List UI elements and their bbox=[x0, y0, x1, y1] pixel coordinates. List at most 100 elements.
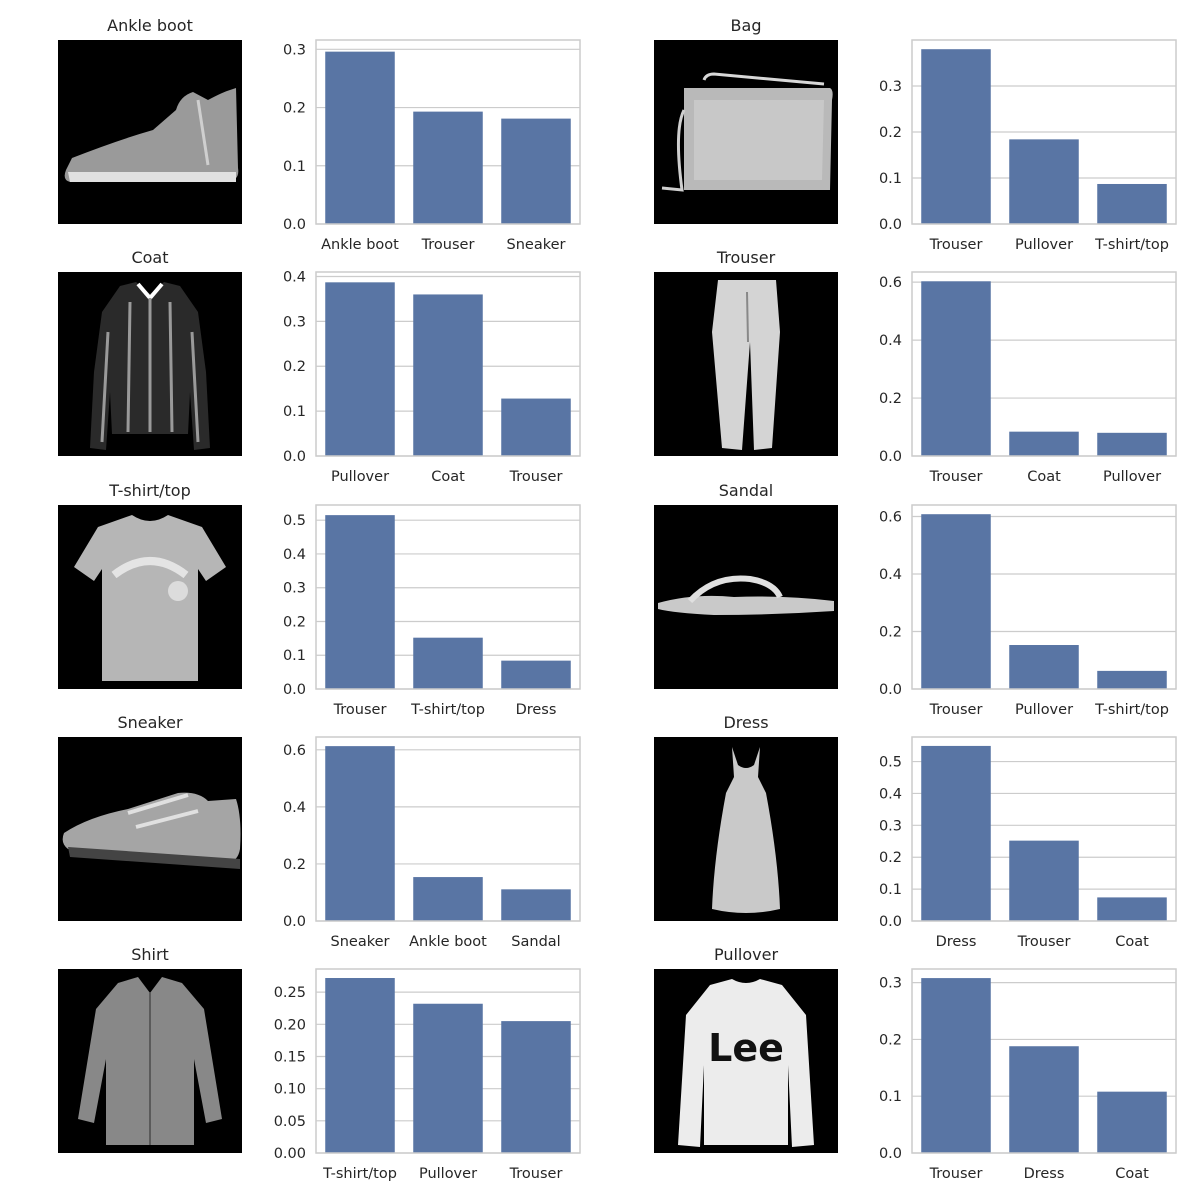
y-tick-label: 0.2 bbox=[879, 850, 902, 866]
bar bbox=[325, 515, 395, 689]
bar bbox=[325, 282, 395, 456]
image-title: Sandal bbox=[719, 481, 774, 500]
subplot-pair: Bag 0.0 0.1 0.2 0.3 Trouser Pullover T-shirt/to… bbox=[654, 16, 1177, 253]
x-tick-label: Dress bbox=[1024, 1166, 1065, 1182]
x-tick-label: Trouser bbox=[1017, 934, 1071, 950]
bar bbox=[413, 111, 483, 224]
y-tick-label: 0.3 bbox=[879, 976, 902, 992]
y-tick-label: 0.0 bbox=[879, 682, 902, 698]
bar bbox=[1009, 139, 1079, 224]
y-tick-label: 0.1 bbox=[283, 648, 306, 664]
bar bbox=[1097, 432, 1167, 456]
x-tick-label: Coat bbox=[1115, 1166, 1149, 1182]
y-tick-label: 0.1 bbox=[879, 882, 902, 898]
y-tick-label: 0.0 bbox=[879, 1146, 902, 1162]
y-tick-label: 0.3 bbox=[283, 314, 306, 330]
bar bbox=[325, 746, 395, 921]
bar bbox=[921, 514, 991, 689]
y-tick-label: 0.2 bbox=[879, 625, 902, 641]
coat-image bbox=[90, 282, 210, 450]
axes-frame bbox=[911, 504, 1177, 690]
y-tick-label: 0.0 bbox=[879, 217, 902, 233]
y-tick-label: 0.3 bbox=[283, 581, 306, 597]
y-tick-label: 0.0 bbox=[283, 914, 306, 930]
pullover-image: Lee bbox=[678, 979, 814, 1147]
y-tick-label: 0.1 bbox=[879, 1089, 902, 1105]
bar bbox=[1009, 645, 1079, 689]
axes-frame bbox=[911, 271, 1177, 457]
image-title: Bag bbox=[731, 16, 762, 35]
image-title: Sneaker bbox=[117, 713, 182, 732]
y-tick-label: 0.0 bbox=[283, 449, 306, 465]
x-tick-label: Trouser bbox=[929, 237, 983, 253]
y-tick-label: 0.4 bbox=[283, 547, 306, 563]
bar bbox=[501, 118, 571, 224]
y-tick-label: 0.15 bbox=[274, 1049, 306, 1065]
axes-frame bbox=[315, 968, 581, 1154]
bar bbox=[501, 1021, 571, 1153]
x-tick-label: Ankle boot bbox=[321, 237, 399, 253]
y-tick-label: 0.2 bbox=[879, 1032, 902, 1048]
y-tick-label: 0.4 bbox=[283, 269, 306, 285]
image-title: Coat bbox=[131, 248, 168, 267]
bar bbox=[921, 49, 991, 225]
subplot-pair: T-shirt/top 0.0 0.1 0.2 0.3 0.4 0.5 Trouser T-sh… bbox=[58, 481, 581, 718]
bar bbox=[1009, 1046, 1079, 1153]
trouser-image bbox=[712, 280, 780, 450]
bar bbox=[325, 978, 395, 1153]
axes-frame bbox=[911, 39, 1177, 225]
y-tick-label: 0.6 bbox=[879, 275, 902, 291]
y-tick-label: 0.2 bbox=[879, 391, 902, 407]
subplot-pair: Trouser 0.0 0.2 0.4 0.6 Trouser Coat Pullover bbox=[654, 248, 1177, 485]
bar bbox=[1097, 1091, 1167, 1153]
x-tick-label: Sneaker bbox=[507, 237, 566, 253]
x-tick-label: Trouser bbox=[929, 702, 983, 718]
y-tick-label: 0.2 bbox=[283, 857, 306, 873]
shirt-image bbox=[78, 977, 222, 1145]
bar bbox=[501, 660, 571, 689]
axes-frame bbox=[911, 736, 1177, 922]
bar bbox=[501, 889, 571, 921]
y-tick-label: 0.4 bbox=[879, 786, 902, 802]
bar bbox=[1009, 840, 1079, 921]
subplot-pair: Shirt 0.00 0.05 0.10 0.15 0.20 0.25 T-shirt/top… bbox=[58, 945, 581, 1182]
x-tick-label: Pullover bbox=[419, 1166, 477, 1182]
x-tick-label: Ankle boot bbox=[409, 934, 487, 950]
x-tick-label: Pullover bbox=[331, 469, 389, 485]
tshirt-image bbox=[74, 515, 226, 681]
sandal-image bbox=[658, 575, 834, 615]
y-tick-label: 0.2 bbox=[879, 125, 902, 141]
y-tick-label: 0.05 bbox=[274, 1114, 306, 1130]
y-tick-label: 0.0 bbox=[879, 914, 902, 930]
x-tick-label: T-shirt/top bbox=[322, 1166, 397, 1182]
bar bbox=[413, 1003, 483, 1153]
axes-frame bbox=[315, 39, 581, 225]
y-tick-label: 0.25 bbox=[274, 985, 306, 1001]
x-tick-label: Coat bbox=[431, 469, 465, 485]
image-title: Shirt bbox=[131, 945, 169, 964]
x-tick-label: Sneaker bbox=[331, 934, 390, 950]
bar bbox=[1097, 183, 1167, 224]
y-tick-label: 0.4 bbox=[283, 800, 306, 816]
image-title: Dress bbox=[723, 713, 768, 732]
svg-text:Lee: Lee bbox=[708, 1026, 784, 1070]
y-tick-label: 0.6 bbox=[283, 743, 306, 759]
x-tick-label: Trouser bbox=[929, 1166, 983, 1182]
y-tick-label: 0.1 bbox=[879, 171, 902, 187]
y-tick-label: 0.10 bbox=[274, 1082, 306, 1098]
dress-image bbox=[712, 747, 780, 913]
x-tick-label: Coat bbox=[1027, 469, 1061, 485]
x-tick-label: Trouser bbox=[509, 1166, 563, 1182]
image-title: Trouser bbox=[716, 248, 776, 267]
bar bbox=[325, 51, 395, 224]
image-title: T-shirt/top bbox=[108, 481, 190, 500]
image-title: Pullover bbox=[714, 945, 779, 964]
bar bbox=[921, 281, 991, 456]
x-tick-label: Coat bbox=[1115, 934, 1149, 950]
y-tick-label: 0.2 bbox=[283, 101, 306, 117]
x-tick-label: Pullover bbox=[1015, 702, 1073, 718]
image-title: Ankle boot bbox=[107, 16, 193, 35]
y-tick-label: 0.1 bbox=[283, 159, 306, 175]
y-tick-label: 0.3 bbox=[879, 79, 902, 95]
